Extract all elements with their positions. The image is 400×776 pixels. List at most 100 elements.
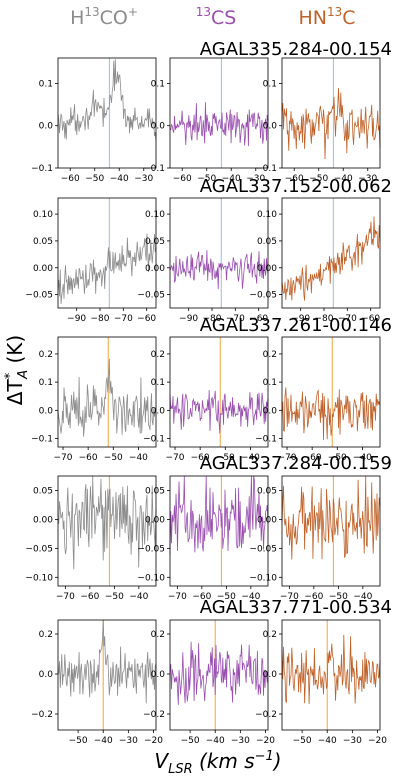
spectrum-line <box>281 216 381 301</box>
y-tick-label: 0.2 <box>151 350 165 360</box>
y-tick-label: −0.05 <box>137 291 165 301</box>
panel-frame <box>57 57 157 169</box>
x-tick-label: −50 <box>217 592 236 602</box>
x-tick-label: −90 <box>291 314 310 324</box>
panel-frame <box>169 336 269 448</box>
y-tick-label: 0.0 <box>263 406 278 416</box>
y-tick-label: 0.0 <box>263 122 278 132</box>
y-tick-label: 0.2 <box>39 350 53 360</box>
panel-frame <box>281 57 381 169</box>
x-tick-label: −50 <box>293 736 312 746</box>
y-tick-label: 0.05 <box>257 486 277 496</box>
x-tick-label: −60 <box>191 453 210 463</box>
x-tick-label: −30 <box>246 174 265 184</box>
y-tick-label: −0.05 <box>249 291 277 301</box>
x-tick-label: −50 <box>104 453 123 463</box>
x-tick-label: −20 <box>144 736 163 746</box>
x-tick-label: −40 <box>334 174 353 184</box>
panel-frame <box>169 57 269 169</box>
x-tick-label: −70 <box>278 453 297 463</box>
row-1: AGAL337.152-00.062 −90 −80 −70 −60 −0.05 0.00 0… <box>25 176 392 324</box>
y-tick-label: −0.05 <box>25 544 53 554</box>
y-tick-label: 0.00 <box>33 515 53 525</box>
y-tick-label: 0.1 <box>263 378 277 388</box>
x-tick-label: −70 <box>54 453 73 463</box>
y-tick-label: 0.1 <box>151 378 165 388</box>
x-tick-label: −60 <box>303 453 322 463</box>
spectrum-line <box>281 475 381 560</box>
x-tick-label: −50 <box>329 592 348 602</box>
x-tick-label: −50 <box>85 174 104 184</box>
panel-1-2: −90 −80 −70 −60 −0.05 0.00 0.05 0.10 <box>249 197 381 324</box>
x-tick-label: −80 <box>203 314 222 324</box>
y-tick-label: −0.1 <box>255 164 277 174</box>
x-tick-label: −90 <box>179 314 198 324</box>
panel-2-1: −70 −60 −50 −40 −0.1 0.0 0.1 0.2 <box>143 336 269 463</box>
x-tick-label: −60 <box>285 174 304 184</box>
x-tick-label: −60 <box>79 453 98 463</box>
spectrum-line <box>169 641 269 705</box>
y-tick-label: 0.05 <box>33 237 53 247</box>
y-tick-label: −0.1 <box>31 435 53 445</box>
y-tick-label: 0.2 <box>151 630 165 640</box>
panel-frame <box>169 619 269 731</box>
x-tick-label: −40 <box>353 453 372 463</box>
y-tick-label: −0.10 <box>25 573 53 583</box>
x-tick-label: −60 <box>249 314 268 324</box>
x-tick-label: −40 <box>222 174 241 184</box>
x-tick-label: −30 <box>119 736 138 746</box>
y-tick-label: 0.2 <box>39 630 53 640</box>
x-tick-label: −50 <box>69 736 88 746</box>
x-tick-label: −60 <box>361 314 380 324</box>
x-axis-label: VLSR (km s−1) <box>154 749 281 776</box>
x-tick-label: −70 <box>166 453 185 463</box>
panel-frame <box>57 475 157 587</box>
row-title: AGAL337.152-00.062 <box>200 176 392 197</box>
panel-3-0: −70 −60 −50 −40 −0.10 −0.05 0.00 0.05 <box>25 475 157 602</box>
y-tick-label: 0.00 <box>257 515 277 525</box>
y-tick-label: 0.0 <box>39 670 54 680</box>
y-tick-label: −0.1 <box>255 435 277 445</box>
y-tick-label: 0.0 <box>151 406 166 416</box>
panel-frame <box>169 197 269 309</box>
panel-4-1: −50 −40 −30 −20 −0.2 0.0 0.2 <box>143 619 275 746</box>
x-tick-label: −30 <box>134 174 153 184</box>
x-tick-label: −60 <box>304 592 323 602</box>
y-tick-label: −0.05 <box>137 544 165 554</box>
x-tick-label: −70 <box>226 314 245 324</box>
header-cs: 13CS <box>196 5 237 29</box>
panel-rows: AGAL335.284-00.154−60 −50 −40 −30−0.10.00.1… <box>25 39 392 746</box>
x-tick-label: −40 <box>241 592 260 602</box>
panel-2-0: −70 −60 −50 −40 −0.1 0.0 0.1 0.2 <box>31 336 157 463</box>
header-hco: H13CO+ <box>70 5 138 29</box>
y-tick-label: 0.0 <box>39 122 54 132</box>
panel-0-1: −60 −50 −40 −30 −0.1 0.0 0.1 <box>143 57 269 184</box>
y-tick-label: −0.2 <box>31 710 53 720</box>
row-4: AGAL337.771-00.534 −50 −40 −30 −20 −0.2 0.0 0.2… <box>31 597 392 746</box>
y-tick-label: 0.05 <box>145 486 165 496</box>
row-title: AGAL335.284-00.154 <box>200 39 392 60</box>
panel-4-2: −50 −40 −30 −20 −0.2 0.0 0.2 <box>255 619 387 746</box>
row-0: AGAL335.284-00.154−60 −50 −40 −30−0.10.00.1… <box>31 39 392 184</box>
x-tick-label: −40 <box>94 736 113 746</box>
panel-frame <box>169 475 269 587</box>
panel-3-1: −70 −60 −50 −40 −0.10 −0.05 0.00 0.05 <box>137 475 269 602</box>
y-tick-label: 0.05 <box>33 486 53 496</box>
x-tick-label: −50 <box>216 453 235 463</box>
y-tick-label: 0.05 <box>145 237 165 247</box>
y-tick-label: 0.1 <box>151 79 165 89</box>
y-tick-label: 0.0 <box>151 122 166 132</box>
y-tick-label: −0.1 <box>143 164 165 174</box>
y-tick-label: 0.10 <box>145 210 165 220</box>
x-tick-label: −80 <box>91 314 110 324</box>
spectrum-line <box>57 233 157 304</box>
y-tick-label: −0.1 <box>143 435 165 445</box>
y-tick-label: −0.05 <box>25 291 53 301</box>
y-tick-label: −0.10 <box>249 573 277 583</box>
y-tick-label: 0.1 <box>39 378 53 388</box>
x-tick-label: −60 <box>173 174 192 184</box>
x-tick-label: −20 <box>368 736 387 746</box>
y-tick-label: 0.1 <box>263 79 277 89</box>
y-tick-label: 0.2 <box>263 630 277 640</box>
